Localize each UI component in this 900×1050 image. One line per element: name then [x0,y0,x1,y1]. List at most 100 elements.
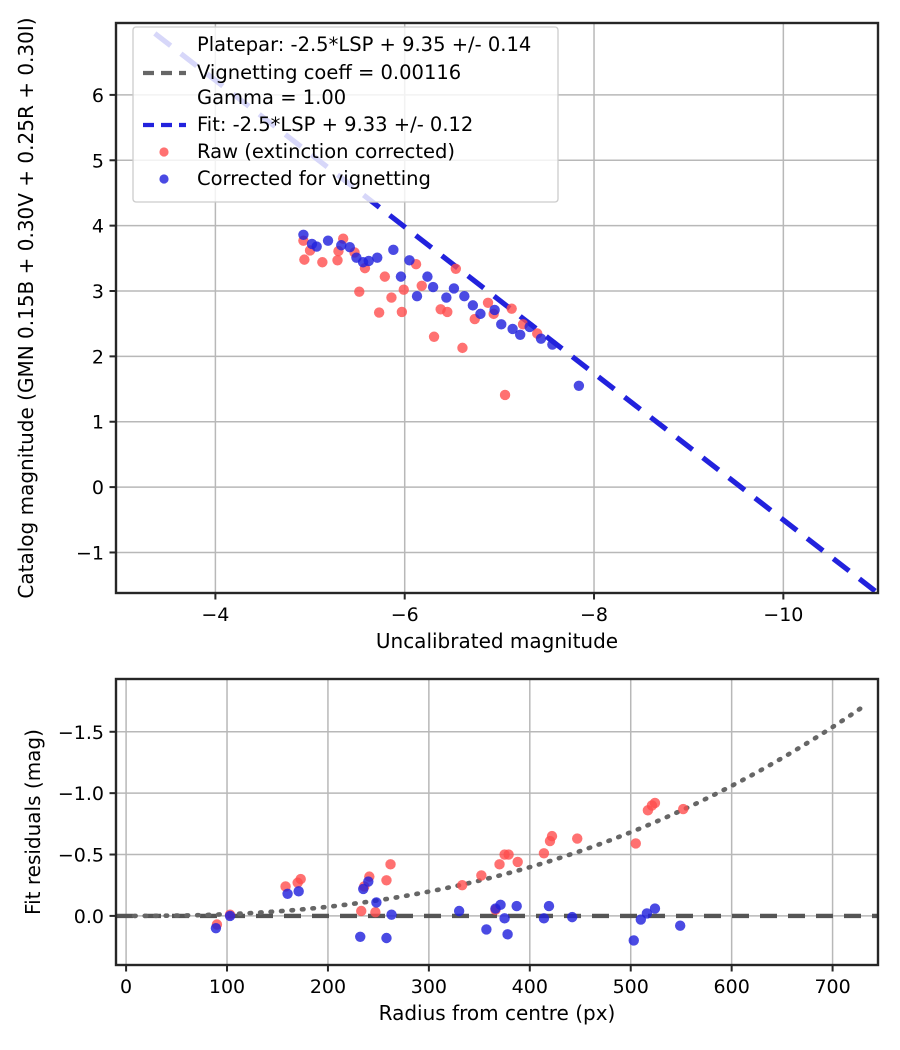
data-point [422,271,433,282]
data-point [396,306,408,318]
data-point [538,913,550,924]
data-point [573,380,585,391]
x-tick-label: −4 [201,604,229,626]
data-point [427,281,439,293]
data-point [535,333,547,344]
data-point [453,905,465,917]
x-tick-label: 300 [411,976,447,998]
data-point [386,909,397,920]
data-point [450,263,462,274]
data-point [224,910,236,922]
data-point [547,339,558,350]
data-point [494,859,505,870]
data-point [404,255,415,266]
bottom-plot-frame [114,677,880,967]
y-tick-label: 5 [92,150,104,172]
data-point [506,303,517,314]
data-point [456,880,468,891]
legend-marker-blue-dot-icon [159,174,169,184]
data-point [495,899,506,911]
data-point [355,931,366,942]
data-point [649,903,661,914]
data-point [496,319,507,330]
x-tick-label: 700 [814,976,850,998]
legend-entry: Raw (extinction corrected) [159,140,455,163]
data-point [499,913,510,924]
data-point [674,920,686,931]
x-tick-label: −6 [391,604,419,626]
data-point [475,308,486,320]
data-point [442,306,453,318]
x-tick-label: 200 [310,976,346,998]
y-tick-label: 0.0 [74,906,104,928]
data-point [502,929,513,940]
data-point [538,848,550,859]
y-tick-label: −1.0 [58,783,104,805]
legend-background [132,26,559,203]
data-point [332,255,343,266]
data-point [293,886,304,897]
legend-entry: Fit: -2.5*LSP + 9.33 +/- 0.12 [143,113,473,136]
data-point [457,342,468,354]
x-tick-label: −8 [580,604,608,626]
x-tick-label: 100 [209,976,245,998]
data-point [395,271,407,282]
bottom-plot-ticks: 0 100 200 300 400 500 600 700 0.0 −0.5 −1.0 −1.5 [58,722,851,998]
legend-marker-red-dot-icon [159,147,169,157]
top-scatter-raw-series [298,233,543,401]
y-tick-label: 6 [92,85,104,107]
y-tick-label: 4 [92,216,104,238]
data-point [428,331,440,342]
data-point [388,244,399,256]
data-point [507,323,518,335]
x-tick-label: 600 [714,976,750,998]
data-point [476,870,487,881]
bottom-plot-background [116,679,878,965]
data-point [566,911,578,923]
data-point [572,833,583,844]
data-point [386,292,397,303]
data-point [298,229,309,240]
y-tick-label: 1 [92,412,104,434]
data-point [441,292,452,303]
data-point [322,235,334,246]
legend-entry-label: Vignetting coeff = 0.00116 [197,61,461,84]
data-point [210,922,222,934]
data-point [503,849,514,860]
data-point [381,875,392,886]
bottom-plot-xlabel: Radius from centre (px) [379,1001,616,1025]
x-tick-label: 0 [120,976,132,998]
bottom-plot-ylabel: Fit residuals (mag) [21,729,45,915]
top-scatter-corrected-series [298,229,585,391]
data-point [459,291,470,302]
data-point [311,241,322,252]
data-point [630,838,641,849]
data-point [489,304,500,316]
data-point [295,873,306,885]
data-point [628,935,639,946]
data-point [511,900,522,912]
data-point [543,900,555,912]
x-tick-label: 500 [613,976,649,998]
y-tick-label: −1.5 [58,722,104,744]
data-point [371,897,382,908]
data-point [512,856,523,868]
legend: Platepar: -2.5*LSP + 9.35 +/- 0.14 Vignet… [132,26,559,203]
legend-entry: Platepar: -2.5*LSP + 9.35 +/- 0.14 [197,33,531,56]
data-point [467,300,479,311]
data-point [363,876,374,887]
data-point [385,859,396,870]
top-plot-xlabel: Uncalibrated magnitude [376,629,618,653]
data-point [354,286,365,297]
y-tick-label: 0 [92,477,104,499]
data-point [524,321,535,333]
data-point [649,797,661,809]
data-point [381,932,392,944]
data-point [678,803,689,815]
data-point [299,254,310,265]
vignetting-model-curve [131,702,869,919]
